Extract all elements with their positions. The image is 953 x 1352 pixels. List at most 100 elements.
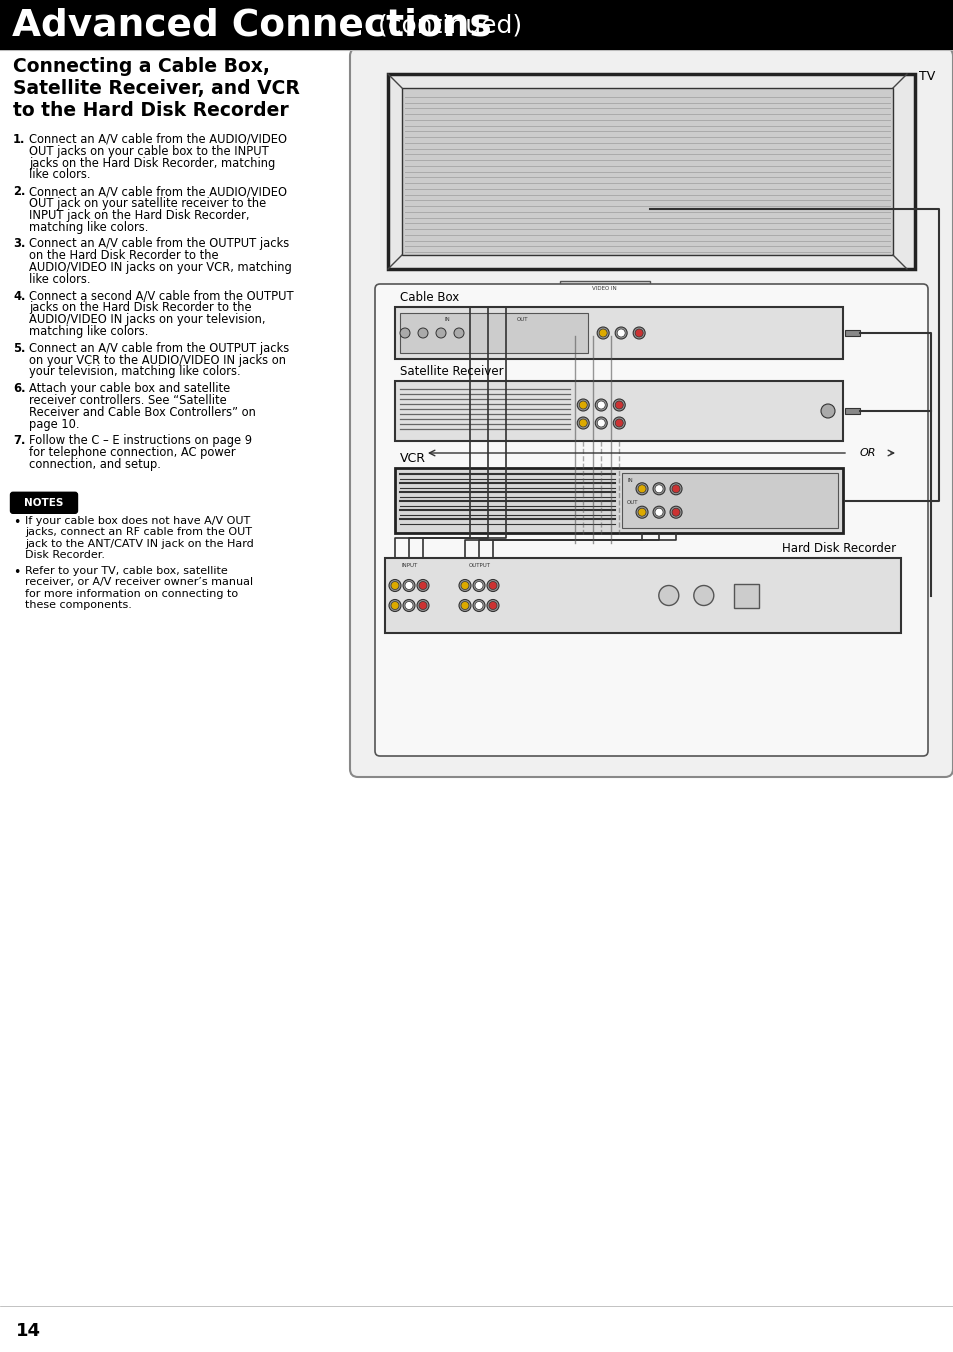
Text: jacks on the Hard Disk Recorder to the: jacks on the Hard Disk Recorder to the: [29, 301, 252, 315]
Circle shape: [653, 506, 664, 518]
Circle shape: [636, 483, 647, 495]
Circle shape: [633, 327, 644, 339]
Circle shape: [659, 585, 679, 606]
Text: Connect an A/V cable from the AUDIO/VIDEO: Connect an A/V cable from the AUDIO/VIDE…: [29, 132, 287, 146]
FancyBboxPatch shape: [375, 284, 927, 756]
Circle shape: [570, 295, 578, 303]
Circle shape: [595, 416, 607, 429]
Circle shape: [402, 599, 415, 611]
Bar: [395, 381, 842, 441]
Circle shape: [489, 581, 497, 589]
Text: Connect an A/V cable from the AUDIO/VIDEO: Connect an A/V cable from the AUDIO/VIDE…: [29, 185, 287, 199]
Text: OUT jack on your satellite receiver to the: OUT jack on your satellite receiver to t…: [29, 197, 266, 210]
Circle shape: [486, 599, 498, 611]
Circle shape: [615, 402, 622, 410]
Text: Follow the C – E instructions on page 9: Follow the C – E instructions on page 9: [29, 434, 252, 448]
Circle shape: [671, 485, 679, 492]
Text: like colors.: like colors.: [29, 169, 91, 181]
Text: Advanced Connections: Advanced Connections: [12, 7, 491, 43]
Bar: [401, 88, 892, 256]
Text: jack to the ANT/CATV IN jack on the Hard: jack to the ANT/CATV IN jack on the Hard: [25, 539, 253, 549]
Text: on your VCR to the AUDIO/VIDEO IN jacks on: on your VCR to the AUDIO/VIDEO IN jacks …: [29, 354, 286, 366]
Circle shape: [578, 402, 587, 410]
Circle shape: [405, 602, 413, 610]
Text: OUT jacks on your cable box to the INPUT: OUT jacks on your cable box to the INPUT: [29, 145, 269, 158]
Circle shape: [636, 506, 647, 518]
Text: page 10.: page 10.: [29, 418, 79, 430]
Circle shape: [617, 329, 624, 337]
Circle shape: [635, 329, 642, 337]
Text: for telephone connection, AC power: for telephone connection, AC power: [29, 446, 235, 460]
Text: to the Hard Disk Recorder: to the Hard Disk Recorder: [13, 101, 289, 120]
Bar: [0, 0, 953, 50]
Text: If your cable box does not have A/V OUT: If your cable box does not have A/V OUT: [25, 516, 250, 526]
Text: TV: TV: [918, 70, 934, 82]
Circle shape: [604, 311, 616, 323]
Circle shape: [597, 402, 604, 410]
Text: VCR: VCR: [399, 452, 426, 465]
Circle shape: [458, 599, 471, 611]
Circle shape: [655, 508, 662, 516]
Circle shape: [638, 485, 645, 492]
Text: 6.: 6.: [13, 383, 26, 395]
Text: •: •: [13, 566, 20, 579]
Circle shape: [613, 416, 624, 429]
Circle shape: [568, 311, 580, 323]
Text: Satellite Receiver, and VCR: Satellite Receiver, and VCR: [13, 78, 299, 97]
Bar: [733, 584, 758, 607]
Text: INPUT jack on the Hard Disk Recorder,: INPUT jack on the Hard Disk Recorder,: [29, 208, 250, 222]
Circle shape: [669, 483, 681, 495]
Circle shape: [615, 327, 626, 339]
Bar: [395, 307, 842, 360]
Text: matching like colors.: matching like colors.: [29, 220, 149, 234]
Text: matching like colors.: matching like colors.: [29, 324, 149, 338]
Text: AUDIO/VIDEO IN jacks on your VCR, matching: AUDIO/VIDEO IN jacks on your VCR, matchi…: [29, 261, 292, 274]
Circle shape: [418, 602, 427, 610]
Circle shape: [578, 419, 587, 427]
Circle shape: [638, 508, 645, 516]
Circle shape: [436, 329, 446, 338]
Circle shape: [391, 581, 398, 589]
Text: Connect an A/V cable from the OUTPUT jacks: Connect an A/V cable from the OUTPUT jac…: [29, 238, 289, 250]
Circle shape: [821, 404, 834, 418]
Text: IN: IN: [626, 479, 632, 483]
Text: these components.: these components.: [25, 600, 132, 610]
Circle shape: [606, 314, 614, 320]
Text: AUDIO/VIDEO IN jacks on your television,: AUDIO/VIDEO IN jacks on your television,: [29, 314, 265, 326]
Circle shape: [405, 581, 413, 589]
Circle shape: [402, 580, 415, 592]
Text: Disk Recorder.: Disk Recorder.: [25, 550, 105, 560]
Text: 7.: 7.: [13, 434, 26, 448]
Circle shape: [416, 580, 429, 592]
Circle shape: [460, 581, 469, 589]
Text: Connecting a Cable Box,: Connecting a Cable Box,: [13, 57, 270, 76]
Circle shape: [615, 419, 622, 427]
Circle shape: [486, 580, 498, 592]
Text: your television, matching like colors.: your television, matching like colors.: [29, 365, 240, 379]
Circle shape: [454, 329, 463, 338]
Text: for more information on connecting to: for more information on connecting to: [25, 589, 238, 599]
Circle shape: [598, 329, 606, 337]
Circle shape: [604, 293, 616, 306]
Text: Receiver and Cable Box Controllers” on: Receiver and Cable Box Controllers” on: [29, 406, 255, 419]
Text: jacks on the Hard Disk Recorder, matching: jacks on the Hard Disk Recorder, matchin…: [29, 157, 275, 169]
Text: Satellite Receiver: Satellite Receiver: [399, 365, 503, 379]
Circle shape: [399, 329, 410, 338]
Circle shape: [588, 295, 596, 303]
Circle shape: [489, 602, 497, 610]
FancyBboxPatch shape: [350, 49, 952, 777]
Circle shape: [389, 580, 400, 592]
Circle shape: [693, 585, 713, 606]
Text: Refer to your TV, cable box, satellite: Refer to your TV, cable box, satellite: [25, 565, 228, 576]
Circle shape: [475, 602, 482, 610]
Text: jacks, connect an RF cable from the OUT: jacks, connect an RF cable from the OUT: [25, 527, 252, 537]
Text: 14: 14: [16, 1322, 41, 1340]
Text: 1.: 1.: [13, 132, 26, 146]
Circle shape: [417, 329, 428, 338]
Text: Attach your cable box and satellite: Attach your cable box and satellite: [29, 383, 230, 395]
Circle shape: [655, 485, 662, 492]
Bar: [621, 473, 837, 529]
Text: like colors.: like colors.: [29, 273, 91, 285]
Text: OUT: OUT: [626, 500, 638, 506]
Circle shape: [570, 314, 578, 320]
